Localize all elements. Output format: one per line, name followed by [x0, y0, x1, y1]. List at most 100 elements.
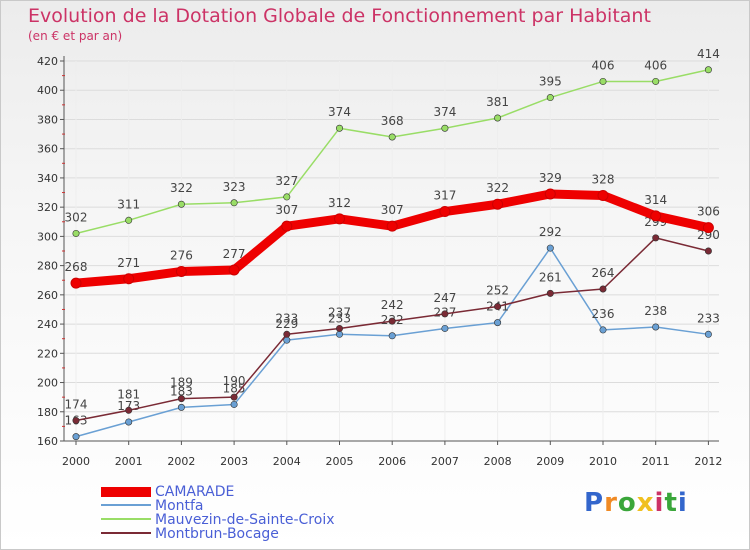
data-point — [177, 200, 185, 208]
logo-letter: P — [584, 488, 605, 518]
legend-swatch — [101, 532, 151, 534]
data-label: 374 — [433, 105, 456, 119]
data-label: 374 — [328, 105, 351, 119]
x-tick-label: 2004 — [273, 455, 301, 468]
data-point — [494, 319, 502, 327]
x-tick-label: 2006 — [378, 455, 406, 468]
legend-item-camarade: CAMARADE — [101, 484, 521, 500]
y-tick-label: 340 — [37, 172, 58, 185]
proxiti-logo: Proxiti — [584, 488, 688, 518]
legend-label: CAMARADE — [155, 484, 235, 500]
data-label: 277 — [223, 247, 246, 261]
data-label: 181 — [117, 387, 140, 401]
data-label: 307 — [381, 203, 404, 217]
x-tick-label: 2000 — [62, 455, 90, 468]
data-point — [230, 400, 238, 408]
data-point — [230, 199, 238, 207]
data-label: 229 — [275, 317, 298, 331]
y-tick-label: 400 — [37, 84, 58, 97]
data-point — [281, 220, 293, 232]
x-tick-label: 2011 — [642, 455, 670, 468]
x-tick-label: 2012 — [694, 455, 722, 468]
data-point — [546, 94, 554, 102]
data-point — [177, 403, 185, 411]
data-point — [599, 326, 607, 334]
data-point — [228, 264, 240, 276]
data-label: 302 — [65, 210, 88, 224]
logo-letter: o — [617, 488, 637, 518]
y-tick-label: 300 — [37, 230, 58, 243]
x-tick-label: 2010 — [589, 455, 617, 468]
data-point — [72, 417, 80, 425]
logo-letter: i — [677, 488, 688, 518]
data-label: 190 — [223, 374, 246, 388]
data-point — [125, 216, 133, 224]
legend-swatch — [101, 504, 151, 506]
data-point — [702, 222, 714, 234]
data-point — [599, 77, 607, 85]
data-point — [388, 317, 396, 325]
data-label: 261 — [539, 270, 562, 284]
data-label: 233 — [328, 311, 351, 325]
data-point — [335, 324, 343, 332]
chart-legend: CAMARADE Montfa Mauvezin-de-Sainte-Croix… — [101, 484, 521, 542]
data-label: 327 — [275, 174, 298, 188]
data-label: 322 — [170, 181, 193, 195]
data-point — [386, 220, 398, 232]
data-label: 312 — [328, 196, 351, 210]
data-label: 306 — [697, 205, 720, 219]
data-point — [335, 124, 343, 132]
data-label: 322 — [486, 181, 509, 195]
y-tick-label: 280 — [37, 260, 58, 273]
data-point — [652, 323, 660, 331]
data-label: 264 — [592, 266, 615, 280]
data-label: 242 — [381, 298, 404, 312]
data-label: 236 — [592, 307, 615, 321]
x-tick-label: 2005 — [326, 455, 354, 468]
data-point — [704, 247, 712, 255]
data-label: 185 — [223, 381, 246, 395]
legend-label: Mauvezin-de-Sainte-Croix — [155, 512, 335, 528]
y-tick-label: 380 — [37, 113, 58, 126]
x-tick-label: 2009 — [536, 455, 564, 468]
data-label: 174 — [65, 398, 88, 412]
data-label: 414 — [697, 47, 720, 61]
data-label: 381 — [486, 95, 509, 109]
x-tick-label: 2002 — [167, 455, 195, 468]
y-tick-label: 260 — [37, 289, 58, 302]
data-point — [72, 229, 80, 237]
y-tick-label: 320 — [37, 201, 58, 214]
x-tick-label: 2001 — [115, 455, 143, 468]
data-label: 233 — [275, 311, 298, 325]
data-label: 290 — [697, 228, 720, 242]
chart-subtitle: (en € et par an) — [28, 29, 123, 43]
data-label: 323 — [223, 180, 246, 194]
data-point — [441, 124, 449, 132]
data-point — [388, 133, 396, 141]
legend-label: Montfa — [155, 498, 204, 514]
data-point — [441, 310, 449, 318]
data-point — [544, 188, 556, 200]
data-label: 368 — [381, 114, 404, 128]
data-point — [597, 189, 609, 201]
data-label: 247 — [433, 291, 456, 305]
x-tick-label: 2008 — [484, 455, 512, 468]
data-label: 314 — [644, 193, 667, 207]
y-tick-label: 180 — [37, 406, 58, 419]
data-label: 292 — [539, 225, 562, 239]
data-label: 271 — [117, 256, 140, 270]
data-point — [388, 332, 396, 340]
data-point — [283, 193, 291, 201]
y-tick-label: 420 — [37, 55, 58, 68]
data-label: 189 — [170, 376, 193, 390]
legend-item-montbrun: Montbrun-Bocage — [101, 526, 521, 542]
data-point — [494, 114, 502, 122]
logo-letter: t — [664, 488, 678, 518]
data-label: 317 — [433, 189, 456, 203]
data-label: 268 — [65, 260, 88, 274]
y-tick-label: 360 — [37, 143, 58, 156]
data-point — [652, 234, 660, 242]
data-point — [283, 330, 291, 338]
data-point — [177, 395, 185, 403]
